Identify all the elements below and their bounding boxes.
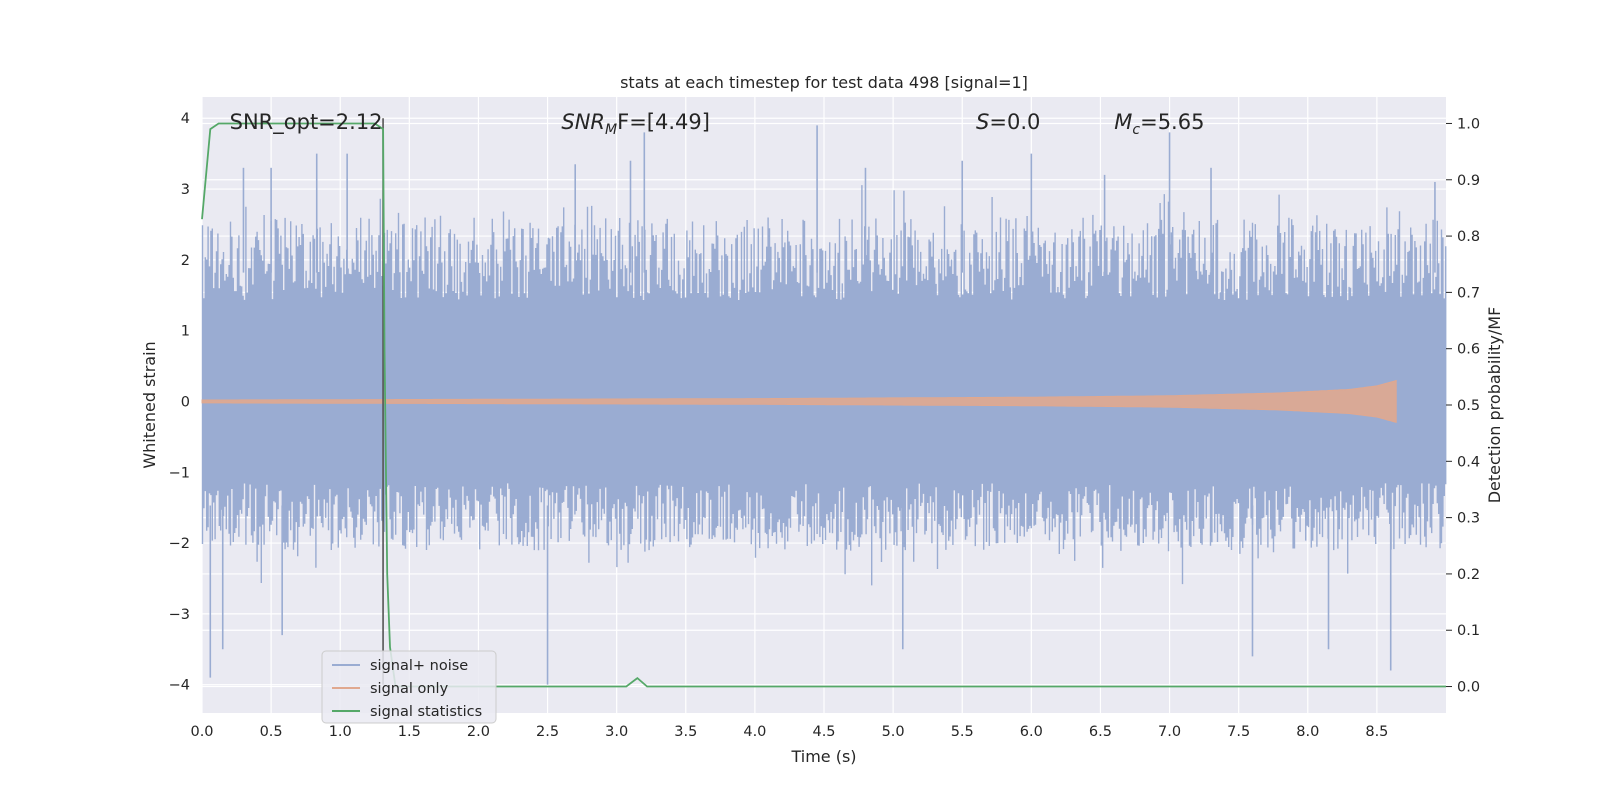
annotation-part: S — [976, 110, 989, 134]
annotation-snr-mf: SNRMF=[4.49] — [561, 110, 710, 138]
x-tick-label: 6.0 — [1020, 724, 1043, 740]
x-tick-label: 1.0 — [329, 724, 352, 740]
annotation-part: =5.65 — [1140, 110, 1204, 134]
annotation-part: =0.0 — [989, 110, 1040, 134]
x-tick-label: 5.5 — [951, 724, 974, 740]
y2-tick-label: 0.3 — [1457, 511, 1480, 527]
annotations: SNR_opt=2.12 SNRMF=[4.49] S=0.0 Mc=5.65 — [230, 110, 1205, 138]
legend-box — [321, 650, 497, 724]
y2-tick-label: 0.7 — [1457, 285, 1480, 301]
annotation-s-value: S=0.0 — [976, 110, 1040, 134]
y2-tick-label: 0.9 — [1457, 173, 1480, 189]
y2-tick-label: 0.0 — [1457, 680, 1480, 696]
annotation-part: F=[4.49] — [617, 110, 710, 134]
y-tick-label: −3 — [169, 607, 190, 623]
annotation-part: SNR — [561, 110, 605, 134]
x-tick-label: 2.0 — [467, 724, 490, 740]
y-tick-label: −4 — [169, 678, 190, 694]
annotation-subscript: c — [1132, 122, 1140, 138]
annotation-subscript: M — [605, 122, 617, 138]
y2-axis-ticks: 1.0 0.9 0.8 0.7 0.6 0.5 0.4 0.3 0.2 0.1 0.0 — [1446, 116, 1480, 696]
x-tick-label: 2.5 — [536, 724, 559, 740]
y2-tick-label: 0.1 — [1457, 623, 1480, 639]
y2-tick-label: 1.0 — [1457, 116, 1480, 132]
x-axis-ticks: 0.0 0.5 1.0 1.5 2.0 2.5 3.0 3.5 4.0 4.5 5.0 5.5 6.0 6… — [190, 724, 1388, 740]
x-tick-label: 3.5 — [674, 724, 697, 740]
y-tick-label: 0 — [181, 394, 190, 410]
y-tick-label: −1 — [169, 465, 190, 481]
x-axis-label: Time (s) — [790, 747, 856, 766]
y2-tick-label: 0.2 — [1457, 567, 1480, 583]
annotation-part: SNR_opt=2.12 — [230, 110, 383, 135]
legend: signal+ noise signal only signal statistic… — [321, 650, 497, 724]
y2-tick-label: 0.6 — [1457, 342, 1480, 358]
x-tick-label: 8.0 — [1296, 724, 1319, 740]
x-tick-label: 7.0 — [1158, 724, 1181, 740]
x-tick-label: 0.0 — [190, 724, 213, 740]
x-tick-label: 8.5 — [1365, 724, 1388, 740]
x-tick-label: 1.5 — [398, 724, 421, 740]
y-tick-label: −2 — [169, 536, 190, 552]
legend-label: signal statistics — [370, 704, 482, 720]
y2-axis-label: Detection probability/MF — [1485, 307, 1504, 504]
x-tick-label: 4.5 — [812, 724, 835, 740]
y-axis-ticks: 4 3 2 1 0 −1 −2 −3 −4 — [169, 111, 190, 693]
chart-title: stats at each timestep for test data 498… — [620, 73, 1028, 92]
annotation-mc-value: Mc=5.65 — [1114, 110, 1204, 138]
annotation-part: M — [1114, 110, 1132, 134]
x-tick-label: 5.0 — [882, 724, 905, 740]
x-tick-label: 3.0 — [605, 724, 628, 740]
x-tick-label: 0.5 — [260, 724, 283, 740]
x-tick-label: 7.5 — [1227, 724, 1250, 740]
x-tick-label: 6.5 — [1089, 724, 1112, 740]
legend-label: signal+ noise — [370, 658, 468, 674]
legend-label: signal only — [370, 681, 449, 697]
y2-tick-label: 0.8 — [1457, 229, 1480, 245]
annotation-snr-opt: SNR_opt=2.12 — [230, 110, 383, 135]
y-tick-label: 4 — [181, 111, 190, 127]
y-tick-label: 3 — [181, 182, 190, 198]
x-tick-label: 4.0 — [743, 724, 766, 740]
y-tick-label: 2 — [181, 253, 190, 269]
signal-only-series — [201, 379, 1397, 423]
y-tick-label: 1 — [181, 324, 190, 340]
y2-tick-label: 0.5 — [1457, 398, 1480, 414]
y-axis-label: Whitened strain — [140, 341, 159, 468]
y2-tick-label: 0.4 — [1457, 454, 1480, 470]
